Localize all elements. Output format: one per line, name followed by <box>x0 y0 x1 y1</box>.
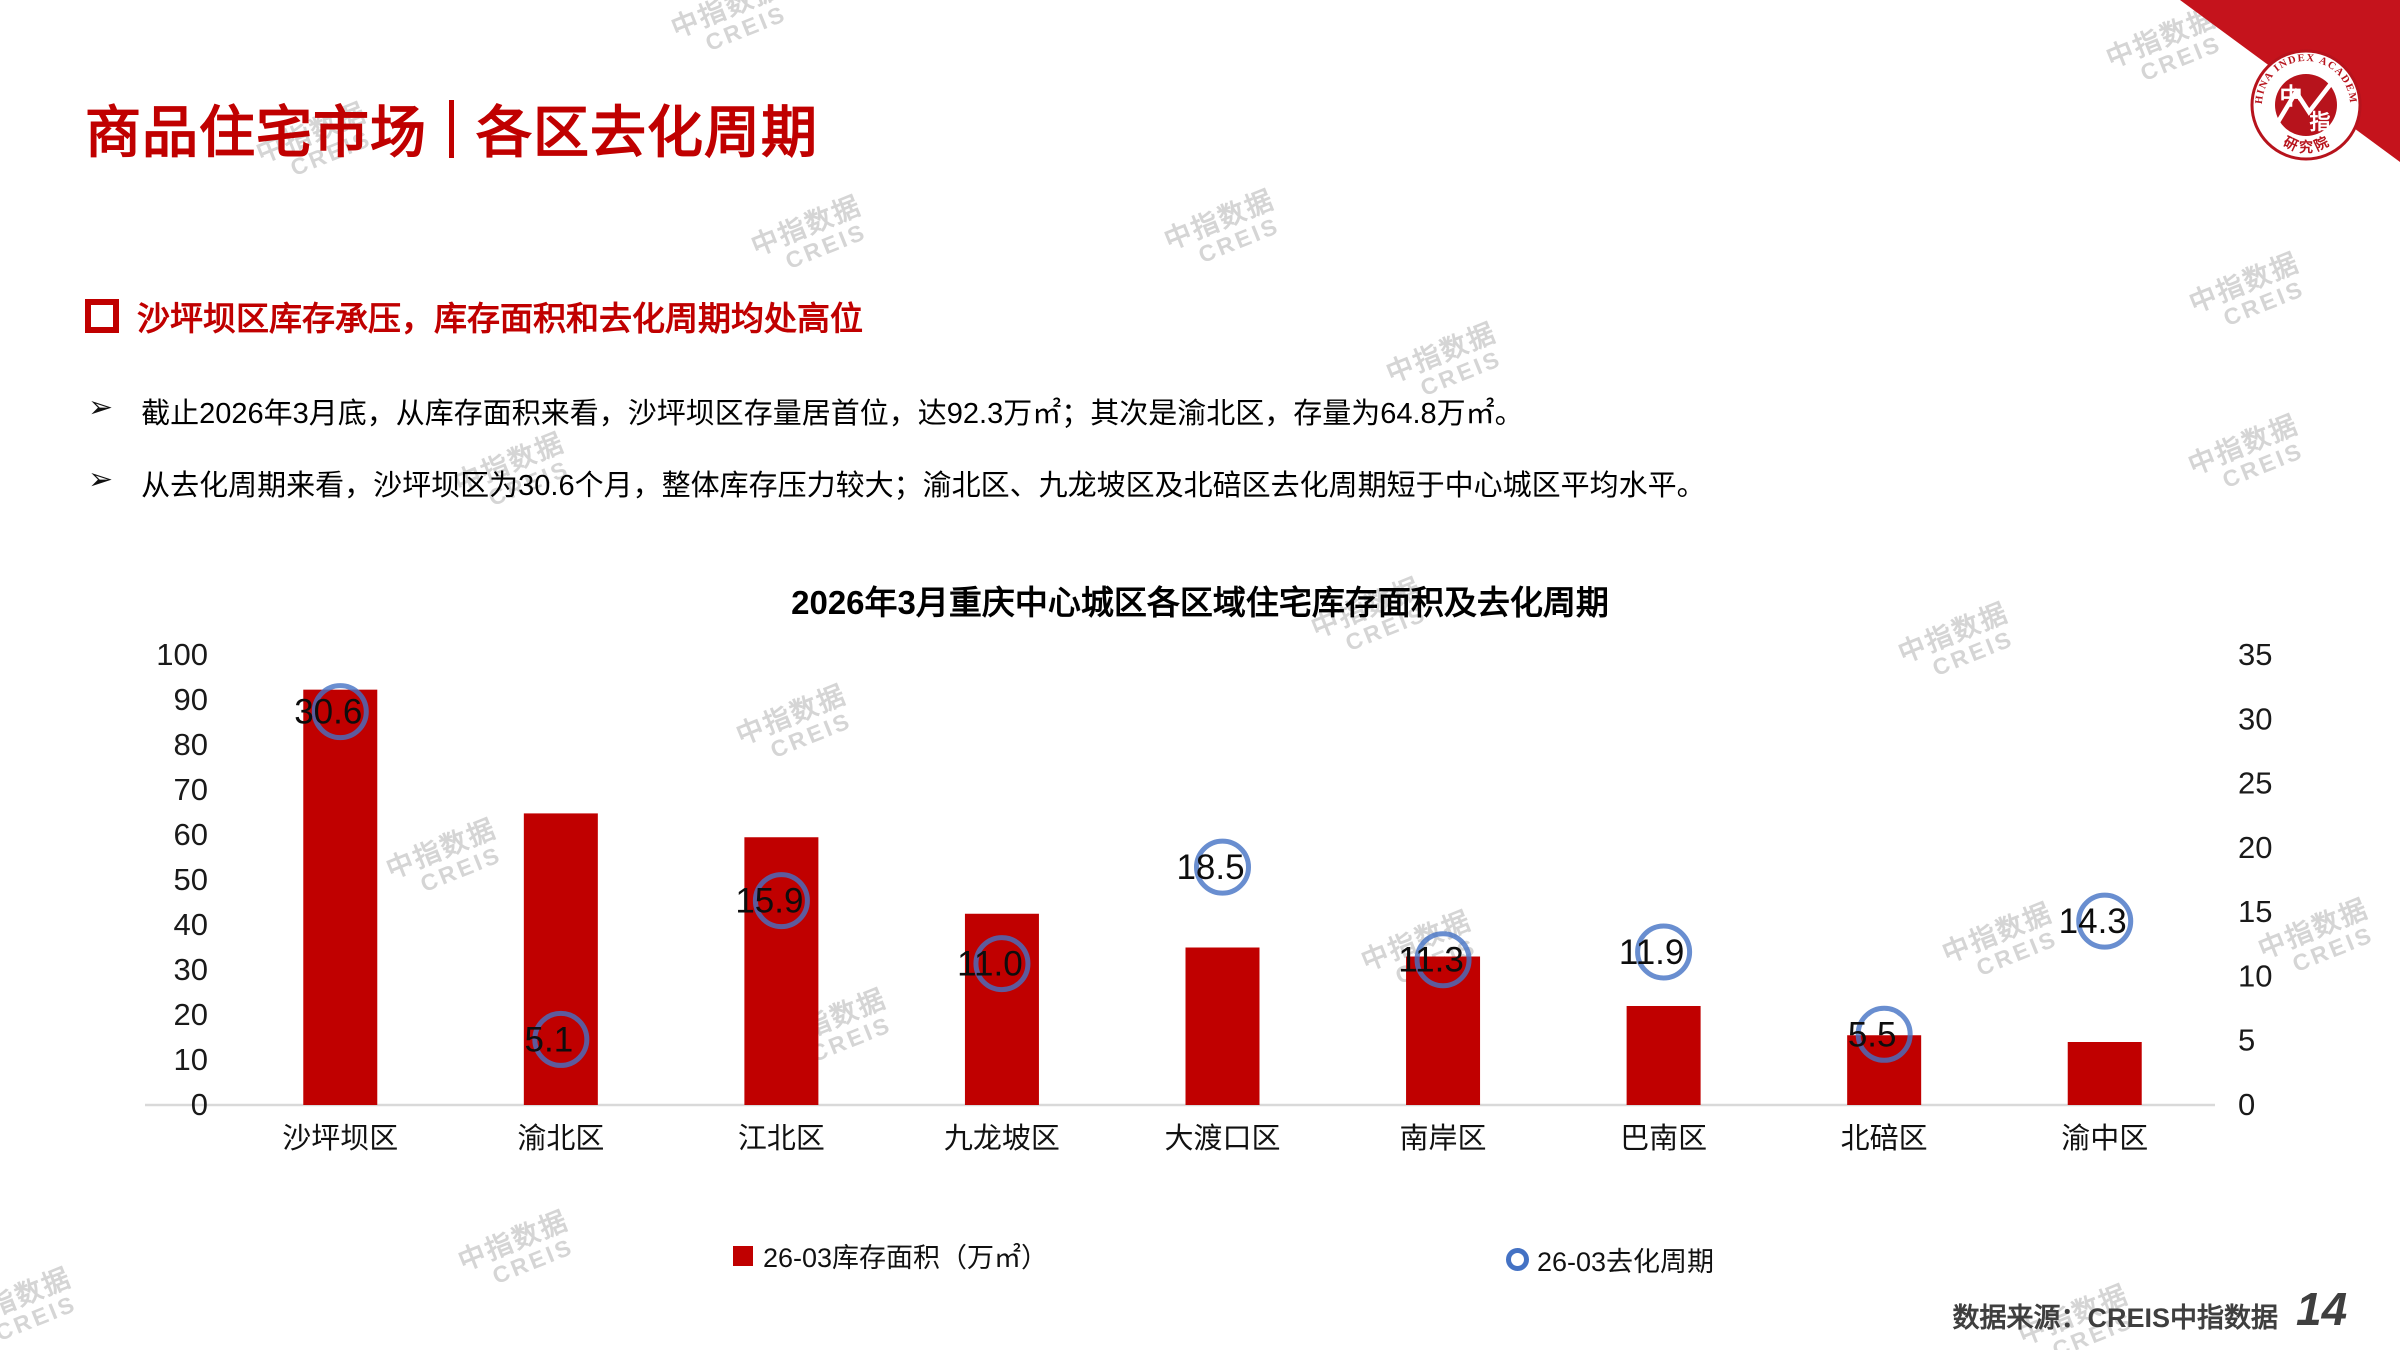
left-axis-tick-70: 70 <box>174 772 208 807</box>
logo-trend-line-icon <box>2276 79 2335 124</box>
legend-inventory-label: 26-03库存面积（万㎡） <box>763 1243 1049 1273</box>
logo-bottom-text: 研 究 院 <box>2281 133 2331 155</box>
cycle-value-label-九龙坡区: 11.0 <box>957 945 1023 984</box>
left-axis-tick-30: 30 <box>174 952 208 987</box>
bar-巴南区 <box>1626 1006 1701 1105</box>
bar-九龙坡区 <box>964 913 1039 1105</box>
category-label-渝北区: 渝北区 <box>517 1122 604 1155</box>
page-number: 14 <box>2296 1283 2348 1335</box>
bar-南岸区 <box>1406 956 1481 1105</box>
category-label-江北区: 江北区 <box>738 1123 825 1155</box>
legend-bar-swatch-icon <box>733 1245 753 1266</box>
title-divider <box>449 99 454 158</box>
section-headline: 沙坪坝区库存承压，库存面积和去化周期均处高位 <box>85 292 863 340</box>
bar-沙坪坝区 <box>303 689 378 1105</box>
category-label-北碚区: 北碚区 <box>1841 1122 1928 1155</box>
svg-text:研 究 院: 研 究 院 <box>2281 133 2331 155</box>
right-axis-tick-15: 15 <box>2238 894 2272 929</box>
right-axis-tick-10: 10 <box>2238 958 2272 993</box>
chart-title: 2026年3月重庆中心城区各区域住宅库存面积及去化周期 <box>791 584 1609 621</box>
right-axis-tick-35: 35 <box>2238 637 2272 672</box>
cycle-value-label-渝北区: 5.1 <box>525 1020 574 1059</box>
data-source-note: 数据来源：CREIS中指数据 <box>1952 1303 2278 1333</box>
bullet-1: ➢ 截止2026年3月底，从库存面积来看，沙坪坝区存量居首位，达92.3万㎡；其… <box>88 390 2338 432</box>
page-title-part1: 商品住宅市场 <box>85 101 427 164</box>
legend-circle-marker-icon <box>1506 1248 1529 1271</box>
left-axis-tick-0: 0 <box>191 1087 208 1122</box>
category-label-大渡口区: 大渡口区 <box>1164 1122 1280 1155</box>
bar-渝中区 <box>2067 1042 2142 1105</box>
cycle-value-label-北碚区: 5.5 <box>1848 1015 1897 1054</box>
watermark-4: 中指数据 CREIS <box>1160 184 1284 269</box>
cycle-marker-沙坪坝区 <box>311 683 369 741</box>
combo-chart: 0 10 20 30 40 50 60 70 80 90 100 0 5 10 15 20 25 30 35 沙坪坝区… <box>145 637 2272 1155</box>
watermark-0: 中指数据 CREIS <box>667 0 791 57</box>
cycle-value-label-巴南区: 11.9 <box>1619 933 1685 972</box>
category-label-南岸区: 南岸区 <box>1400 1122 1487 1155</box>
logo-seal-char2: 指 <box>2310 111 2331 134</box>
bullet-1-text: 截止2026年3月底，从库存面积来看，沙坪坝区存量居首位，达92.3万㎡；其次是… <box>141 398 1524 430</box>
right-axis-tick-0: 0 <box>2238 1087 2255 1122</box>
cycle-value-label-大渡口区: 18.5 <box>1176 848 1244 887</box>
logo-seal-char1: 中 <box>2280 83 2303 109</box>
page-title: 商品住宅市场 各区去化周期 <box>85 88 818 169</box>
cycle-value-label-渝中区: 14.3 <box>2059 902 2127 941</box>
bullet-2-text: 从去化周期来看，沙坪坝区为30.6个月，整体库存压力较大；渝北区、九龙坡区及北碚… <box>141 470 1706 502</box>
cycle-value-label-沙坪坝区: 30.6 <box>294 693 362 732</box>
category-label-巴南区: 巴南区 <box>1620 1122 1707 1155</box>
arrow-bullet-icon: ➢ <box>88 463 114 496</box>
right-axis-tick-20: 20 <box>2238 830 2272 865</box>
left-axis-tick-90: 90 <box>174 682 208 717</box>
cycle-marker-九龙坡区 <box>973 935 1031 993</box>
cycle-marker-南岸区 <box>1414 931 1472 989</box>
cycle-value-label-江北区: 15.9 <box>735 882 803 921</box>
category-label-渝中区: 渝中区 <box>2061 1122 2148 1155</box>
category-label-九龙坡区: 九龙坡区 <box>944 1122 1060 1155</box>
cycle-marker-大渡口区 <box>1194 838 1251 896</box>
left-axis-tick-40: 40 <box>174 907 208 942</box>
bar-渝北区 <box>523 813 598 1105</box>
section-headline-text: 沙坪坝区库存承压，库存面积和去化周期均处高位 <box>137 300 863 337</box>
arrow-bullet-icon: ➢ <box>88 391 114 424</box>
cycle-value-label-南岸区: 11.3 <box>1398 941 1464 980</box>
cycle-marker-江北区 <box>752 872 810 930</box>
watermark-17: 中指数据 CREIS <box>454 1205 578 1290</box>
watermark-3: 中指数据 CREIS <box>747 190 871 275</box>
cycle-marker-渝北区 <box>532 1010 590 1068</box>
left-axis-tick-100: 100 <box>156 637 208 672</box>
left-axis-tick-80: 80 <box>174 727 208 762</box>
bar-江北区 <box>744 837 819 1105</box>
legend-cycle-label: 26-03去化周期 <box>1537 1247 1715 1277</box>
watermark-18: 中指数据 CREIS <box>0 1262 81 1347</box>
left-axis-tick-10: 10 <box>174 1042 208 1077</box>
legend-item-inventory: 26-03库存面积（万㎡） <box>733 1236 1048 1275</box>
right-axis-tick-25: 25 <box>2238 766 2272 801</box>
legend-item-cycle: 26-03去化周期 <box>1506 1240 1714 1279</box>
category-label-沙坪坝区: 沙坪坝区 <box>282 1122 398 1155</box>
cycle-marker-渝中区 <box>2076 892 2134 950</box>
bar-大渡口区 <box>1185 947 1260 1105</box>
bullet-2: ➢ 从去化周期来看，沙坪坝区为30.6个月，整体库存压力较大；渝北区、九龙坡区及… <box>88 462 2338 504</box>
page-title-part2: 各区去化周期 <box>476 101 818 164</box>
right-axis-tick-5: 5 <box>2238 1023 2255 1058</box>
left-axis-tick-60: 60 <box>174 817 208 852</box>
right-axis-tick-30: 30 <box>2238 701 2272 736</box>
cycle-marker-巴南区 <box>1635 923 1693 981</box>
logo: CHINA INDEX ACADEMY 中 指 研 究 院 <box>2160 0 2400 162</box>
cycle-marker-北碚区 <box>1855 1005 1913 1063</box>
watermark-5: 中指数据 CREIS <box>2185 247 2309 332</box>
left-axis-tick-50: 50 <box>174 862 208 897</box>
square-bullet-icon <box>85 299 119 333</box>
left-axis-tick-20: 20 <box>174 997 208 1032</box>
